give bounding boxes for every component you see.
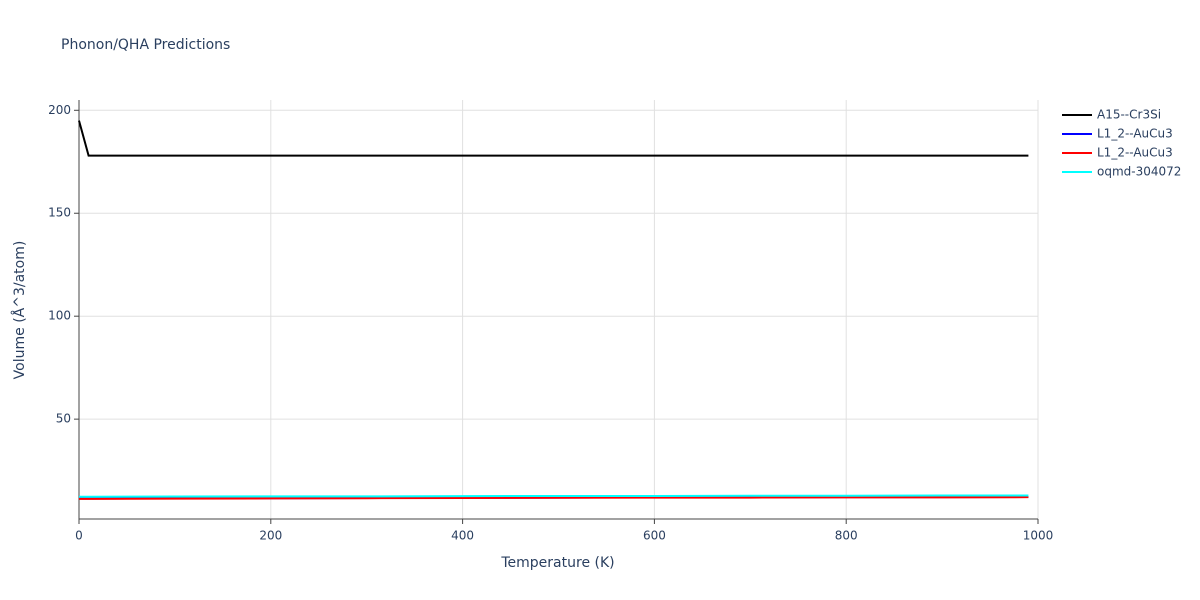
line-series [79,494,1029,498]
line-series [79,496,1029,500]
legend-label: L1_2--AuCu3 [1097,127,1173,141]
y-axis-label: Volume (Å^3/atom) [11,241,28,380]
legend-label: L1_2--AuCu3 [1097,146,1173,160]
legend-label: oqmd-304072 [1097,165,1181,179]
y-tick-label: 50 [56,412,71,426]
legend-label: A15--Cr3Si [1097,108,1161,122]
x-tick-label: 0 [75,529,83,543]
x-tick-label: 1000 [1023,529,1054,543]
y-tick-label: 150 [48,206,71,220]
x-tick-label: 400 [451,529,474,543]
line-series [78,120,1029,157]
y-tick-label: 200 [48,103,71,117]
x-tick-label: 600 [643,529,666,543]
y-tick-label: 100 [48,309,71,323]
x-tick-label: 200 [259,529,282,543]
x-tick-label: 800 [835,529,858,543]
chart-title: Phonon/QHA Predictions [61,37,230,53]
x-axis-label: Temperature (K) [500,555,614,571]
